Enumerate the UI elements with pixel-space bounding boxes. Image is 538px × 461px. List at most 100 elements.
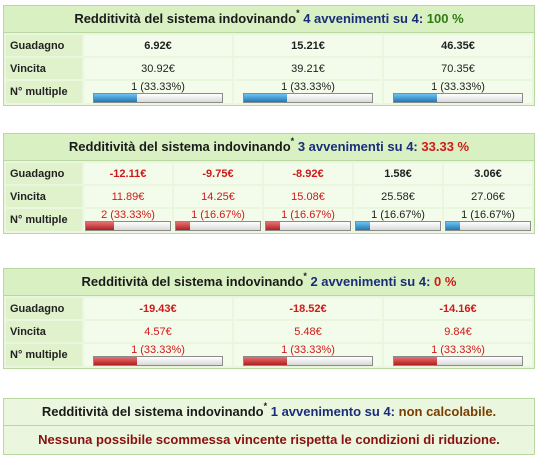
multiple-cell: 1 (16.67%) <box>174 209 262 231</box>
vincita-row-label: Vincita <box>6 186 82 207</box>
title-prefix: Redditività del sistema indovinando <box>41 404 264 419</box>
title-events: 4 avvenimenti su 4: <box>303 11 424 26</box>
guadagno-value: 1.58€ <box>354 163 442 184</box>
footnote-marker: * <box>296 8 300 18</box>
guadagno-value: -18.52€ <box>234 298 382 319</box>
multiple-progress-bar <box>355 221 441 231</box>
vincita-value: 5.48€ <box>234 321 382 342</box>
multiple-progress-fill <box>86 222 114 230</box>
title-events: 2 avvenimenti su 4: <box>310 274 431 289</box>
vincita-row-label: Vincita <box>6 321 82 342</box>
multiple-cell: 1 (16.67%) <box>264 209 352 231</box>
multiple-count: 1 (16.67%) <box>281 209 335 221</box>
multiple-count: 1 (16.67%) <box>371 209 425 221</box>
footnote-marker: * <box>263 401 268 411</box>
guadagno-value: -14.16€ <box>384 298 532 319</box>
guadagno-value: 6.92€ <box>84 35 232 56</box>
multiple-count: 1 (33.33%) <box>431 81 485 93</box>
panel-title: Redditività del sistema indovinando* 3 a… <box>4 134 534 161</box>
multiple-progress-bar <box>175 221 261 231</box>
multiple-progress-fill <box>394 94 437 102</box>
guadagno-value: 3.06€ <box>444 163 532 184</box>
multiple-progress-fill <box>356 222 370 230</box>
multiple-count: 1 (16.67%) <box>461 209 515 221</box>
multiple-progress-bar <box>393 356 523 366</box>
multiple-row: N° multiple 1 (33.33%) 1 (33.33%) 1 (33.33%… <box>6 81 532 103</box>
guadagno-value: -8.92€ <box>264 163 352 184</box>
vincita-row: Vincita 30.92€ 39.21€ 70.35€ <box>6 58 532 79</box>
panel-4-of-4: Redditività del sistema indovinando* 4 a… <box>3 5 535 106</box>
guadagno-row: Guadagno -12.11€ -9.75€ -8.92€ 1.58€ 3.06€ <box>6 163 532 184</box>
vincita-row: Vincita 11.89€ 14.25€ 15.08€ 25.58€ 27.06€ <box>6 186 532 207</box>
multiple-cell: 1 (33.33%) <box>84 344 232 366</box>
title-prefix: Redditività del sistema indovinando <box>74 11 297 26</box>
multiple-progress-bar <box>445 221 531 231</box>
no-winning-bet-message: Nessuna possibile scommessa vincente ris… <box>38 432 500 447</box>
vincita-value: 11.89€ <box>84 186 172 207</box>
multiple-progress-fill <box>176 222 190 230</box>
guadagno-row: Guadagno -19.43€ -18.52€ -14.16€ <box>6 298 532 319</box>
multiple-count: 1 (16.67%) <box>191 209 245 221</box>
panel-2-of-4: Redditività del sistema indovinando* 2 a… <box>3 268 535 369</box>
title-percentage: non calcolabile. <box>398 404 497 419</box>
panel-title: Redditività del sistema indovinando* 1 a… <box>4 399 534 426</box>
title-events: 1 avvenimento su 4: <box>270 404 396 419</box>
panel-title: Redditività del sistema indovinando* 4 a… <box>4 6 534 33</box>
multiple-cell: 1 (33.33%) <box>384 344 532 366</box>
profitability-table: Guadagno 6.92€ 15.21€ 46.35€ Vincita 30.92€ 39… <box>4 33 534 105</box>
multiple-progress-fill <box>394 357 437 365</box>
guadagno-value: 46.35€ <box>384 35 532 56</box>
multiple-progress-fill <box>266 222 280 230</box>
vincita-value: 25.58€ <box>354 186 442 207</box>
guadagno-row-label: Guadagno <box>6 35 82 56</box>
panel-title: Redditività del sistema indovinando* 2 a… <box>4 269 534 296</box>
multiple-count: 1 (33.33%) <box>431 344 485 356</box>
guadagno-value: -9.75€ <box>174 163 262 184</box>
multiple-progress-bar <box>93 93 223 103</box>
panel-1-of-4: Redditività del sistema indovinando* 1 a… <box>3 398 535 455</box>
multiple-row: N° multiple 2 (33.33%) 1 (16.67%) 1 (16.67%… <box>6 209 532 231</box>
multiple-progress-bar <box>243 356 373 366</box>
title-percentage: 33.33 % <box>421 139 470 154</box>
multiple-cell: 1 (16.67%) <box>444 209 532 231</box>
footnote-marker: * <box>290 136 295 146</box>
multiple-row-label: N° multiple <box>6 209 82 231</box>
multiple-progress-fill <box>446 222 460 230</box>
multiple-progress-bar <box>85 221 171 231</box>
panel-3-of-4: Redditività del sistema indovinando* 3 a… <box>3 133 535 234</box>
multiple-count: 1 (33.33%) <box>131 344 185 356</box>
multiple-count: 1 (33.33%) <box>281 81 335 93</box>
multiple-row-label: N° multiple <box>6 81 82 103</box>
vincita-value: 27.06€ <box>444 186 532 207</box>
vincita-value: 39.21€ <box>234 58 382 79</box>
multiple-cell: 1 (33.33%) <box>84 81 232 103</box>
multiple-progress-fill <box>244 357 287 365</box>
vincita-value: 14.25€ <box>174 186 262 207</box>
title-percentage: 0 % <box>434 274 457 289</box>
multiple-count: 2 (33.33%) <box>101 209 155 221</box>
guadagno-value: -12.11€ <box>84 163 172 184</box>
guadagno-row-label: Guadagno <box>6 298 82 319</box>
title-percentage: 100 % <box>426 11 464 26</box>
multiple-progress-bar <box>393 93 523 103</box>
multiple-count: 1 (33.33%) <box>281 344 335 356</box>
multiple-row-label: N° multiple <box>6 344 82 366</box>
vincita-value: 9.84€ <box>384 321 532 342</box>
footnote-marker: * <box>303 271 307 281</box>
multiple-progress-bar <box>265 221 351 231</box>
title-prefix: Redditività del sistema indovinando <box>68 139 291 154</box>
profitability-table: Guadagno -12.11€ -9.75€ -8.92€ 1.58€ 3.06€ Vin… <box>4 161 534 233</box>
guadagno-row-label: Guadagno <box>6 163 82 184</box>
multiple-cell: 1 (33.33%) <box>384 81 532 103</box>
vincita-row-label: Vincita <box>6 58 82 79</box>
multiple-progress-fill <box>244 94 287 102</box>
vincita-value: 30.92€ <box>84 58 232 79</box>
multiple-cell: 1 (33.33%) <box>234 344 382 366</box>
multiple-cell: 2 (33.33%) <box>84 209 172 231</box>
multiple-cell: 1 (16.67%) <box>354 209 442 231</box>
multiple-progress-bar <box>93 356 223 366</box>
vincita-value: 15.08€ <box>264 186 352 207</box>
title-events: 3 avvenimenti su 4: <box>297 139 418 154</box>
title-prefix: Redditività del sistema indovinando <box>81 274 304 289</box>
vincita-value: 4.57€ <box>84 321 232 342</box>
